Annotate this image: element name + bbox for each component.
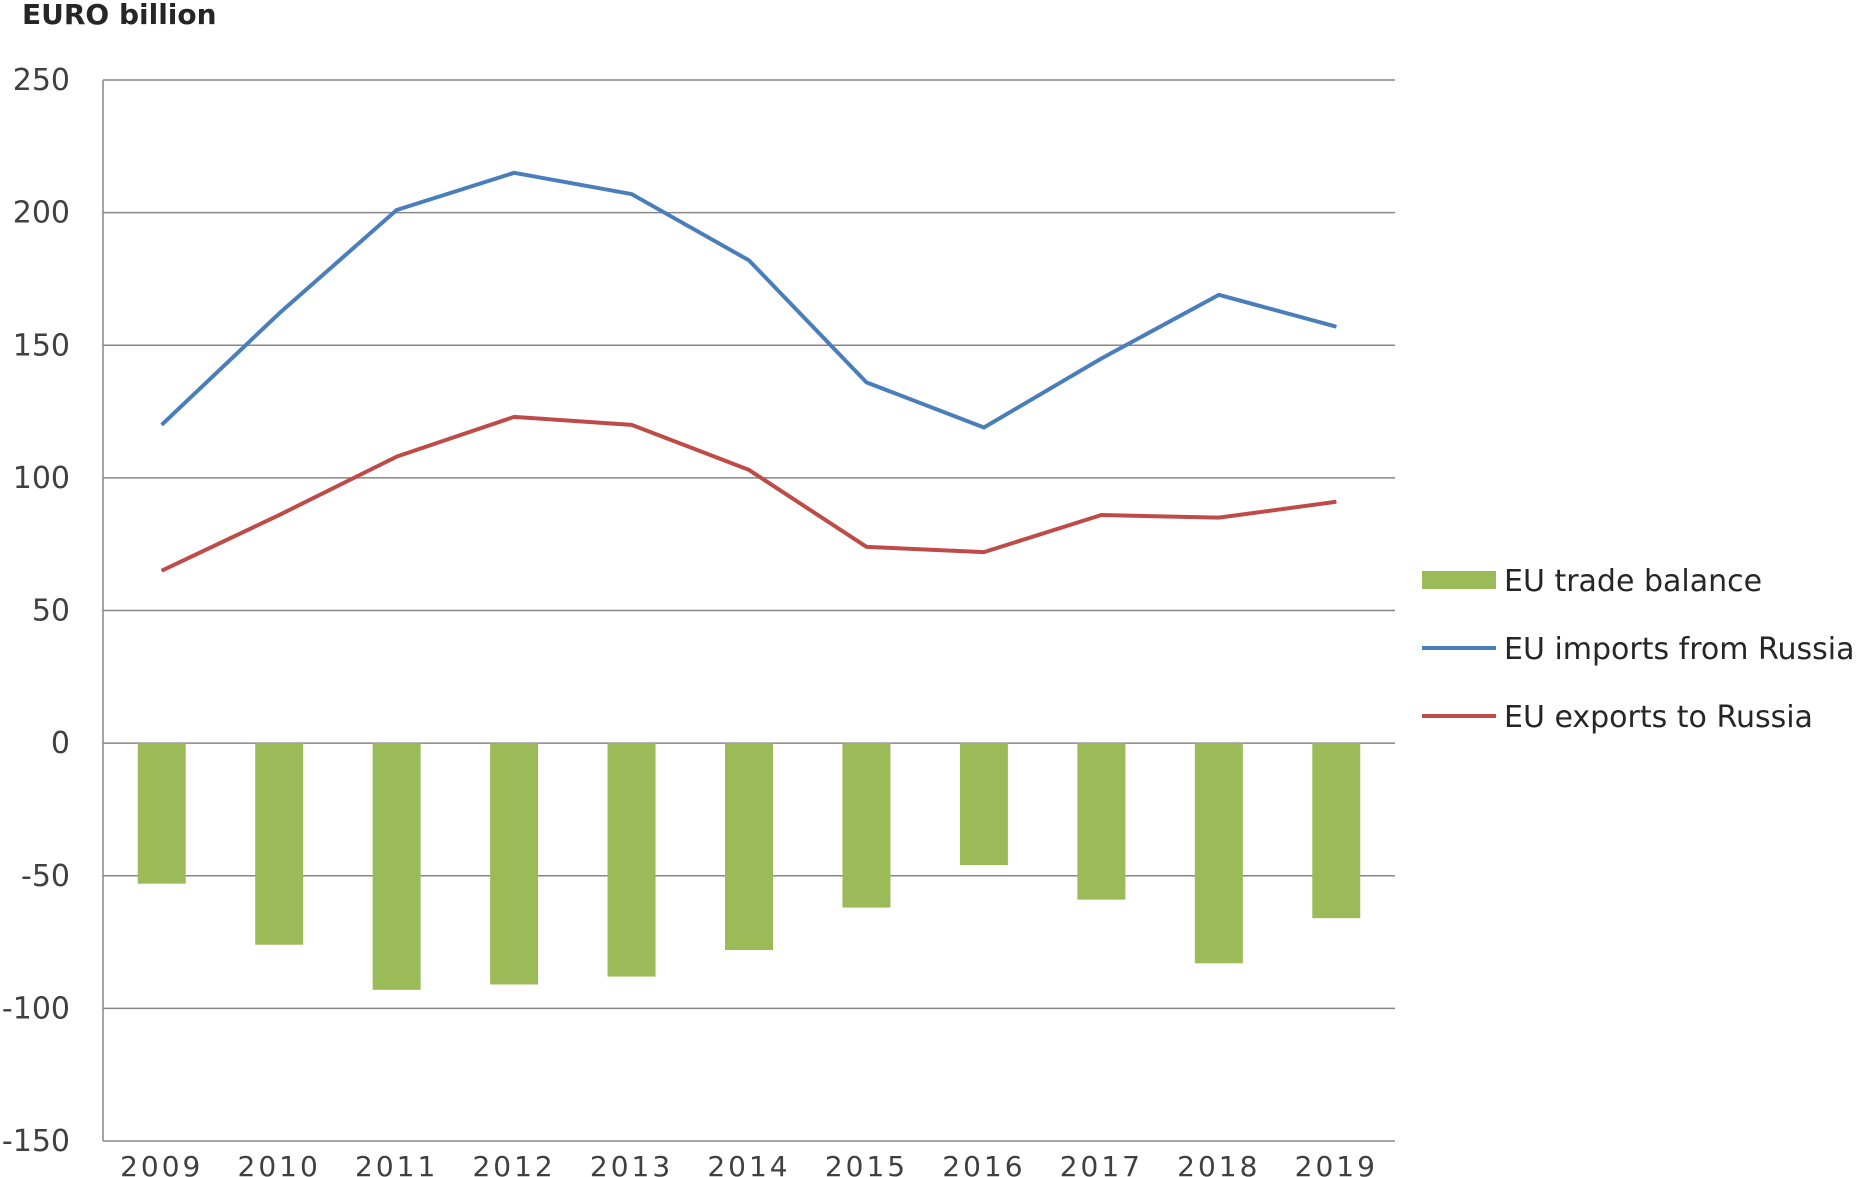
line-series-1 (160, 170, 1337, 430)
legend-label: EU exports to Russia (1504, 700, 1813, 735)
x-tick-label: 2014 (707, 1150, 790, 1177)
line-point-2013 (631, 193, 633, 195)
y-tick-label: 50 (32, 594, 70, 629)
x-tick-label: 2016 (942, 1150, 1025, 1177)
y-tick-label: -50 (21, 859, 70, 894)
x-tick-label: 2015 (825, 1150, 908, 1177)
line-point-2014 (748, 469, 750, 471)
unit-label: EURO billion (22, 0, 217, 31)
line-point-2014 (748, 259, 750, 261)
line-point-2012 (513, 416, 515, 418)
line-series-2 (160, 414, 1337, 573)
line-point-2011 (396, 209, 398, 211)
y-axis: 250 200 150 100 50 0 -50 -100 -150 (2, 63, 104, 1159)
line-point-2009 (161, 424, 163, 426)
bar-2015 (842, 743, 891, 908)
x-tick-label: 2019 (1295, 1150, 1378, 1177)
x-tick-label: 2012 (472, 1150, 555, 1177)
bar-2017 (1077, 743, 1126, 900)
x-tick-label: 2017 (1060, 1150, 1143, 1177)
x-tick-label: 2011 (355, 1150, 438, 1177)
line-point-2017 (1100, 514, 1102, 516)
bar-2013 (607, 743, 656, 977)
y-tick-label: 150 (13, 328, 70, 363)
bar-2009 (137, 743, 186, 884)
bar-2014 (725, 743, 773, 951)
x-tick-label: 2010 (238, 1150, 321, 1177)
y-tick-label: 0 (51, 726, 70, 761)
line-point-2018 (1218, 517, 1220, 519)
y-tick-label: -100 (2, 991, 70, 1026)
line-point-2019 (1335, 501, 1337, 503)
x-tick-label: 2013 (590, 1150, 673, 1177)
bar-2018 (1194, 743, 1243, 964)
line-point-2017 (1100, 358, 1102, 360)
line-point-2018 (1218, 294, 1220, 296)
y-tick-label: -150 (2, 1124, 70, 1159)
legend-swatch-bar (1422, 571, 1496, 589)
bar-series (137, 743, 1361, 990)
line-point-2016 (983, 426, 985, 428)
line-point-2012 (513, 172, 515, 174)
legend: EU trade balance EU imports from Russia EU… (1422, 564, 1855, 735)
line-point-2019 (1335, 326, 1337, 328)
legend-label: EU imports from Russia (1504, 632, 1855, 667)
line-point-2009 (161, 570, 163, 572)
line-point-2015 (865, 381, 867, 383)
y-tick-label: 100 (13, 461, 70, 496)
y-tick-label: 250 (13, 63, 70, 98)
line-point-2016 (983, 551, 985, 553)
bar-2016 (959, 743, 1008, 866)
y-tick-label: 200 (13, 196, 70, 231)
bar-2011 (372, 743, 421, 990)
line-point-2015 (865, 546, 867, 548)
bar-2012 (490, 743, 539, 985)
line-point-2013 (631, 424, 633, 426)
x-tick-label: 2009 (120, 1150, 203, 1177)
x-tick-label: 2018 (1177, 1150, 1260, 1177)
bar-2019 (1312, 743, 1361, 919)
line-series (160, 170, 1337, 573)
line-point-2010 (278, 514, 280, 516)
line-point-2011 (396, 456, 398, 458)
x-axis: 2009 2010 2011 2012 2013 2014 2015 2016 2017 2018… (103, 1140, 1395, 1177)
legend-label: EU trade balance (1504, 564, 1762, 599)
line-point-2010 (278, 312, 280, 314)
bar-2010 (255, 743, 304, 945)
